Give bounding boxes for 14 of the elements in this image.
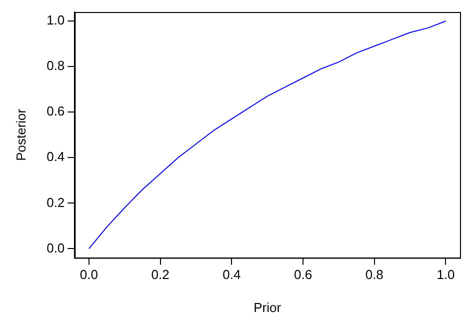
x-tick-label: 0.8 (365, 267, 384, 282)
x-tick-label: 0.0 (80, 267, 98, 282)
y-tick-label: 0.8 (46, 58, 65, 74)
x-tick-label: 0.6 (294, 267, 312, 282)
y-tick-label: 0.2 (46, 194, 65, 210)
y-tick-label: 1.0 (46, 12, 65, 28)
y-tick-label: 0.0 (46, 240, 65, 256)
y-axis-title: Posterior (13, 108, 28, 161)
x-tick-label: 1.0 (436, 267, 455, 282)
y-tick-label: 0.4 (46, 149, 65, 164)
y-tick-label: 0.6 (46, 104, 65, 119)
x-tick-label: 0.2 (151, 267, 170, 282)
x-axis-title: Prior (254, 300, 282, 315)
x-tick-label: 0.4 (222, 267, 241, 282)
